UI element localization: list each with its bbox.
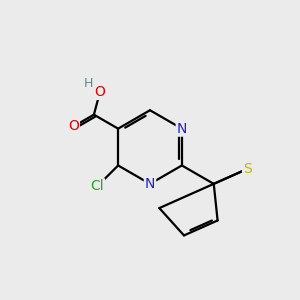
Text: N: N	[177, 122, 187, 136]
Text: N: N	[145, 177, 155, 191]
Text: H: H	[84, 76, 94, 90]
Text: O: O	[68, 119, 79, 134]
Text: S: S	[243, 162, 252, 176]
Text: Cl: Cl	[91, 179, 104, 193]
Text: O: O	[94, 85, 105, 99]
